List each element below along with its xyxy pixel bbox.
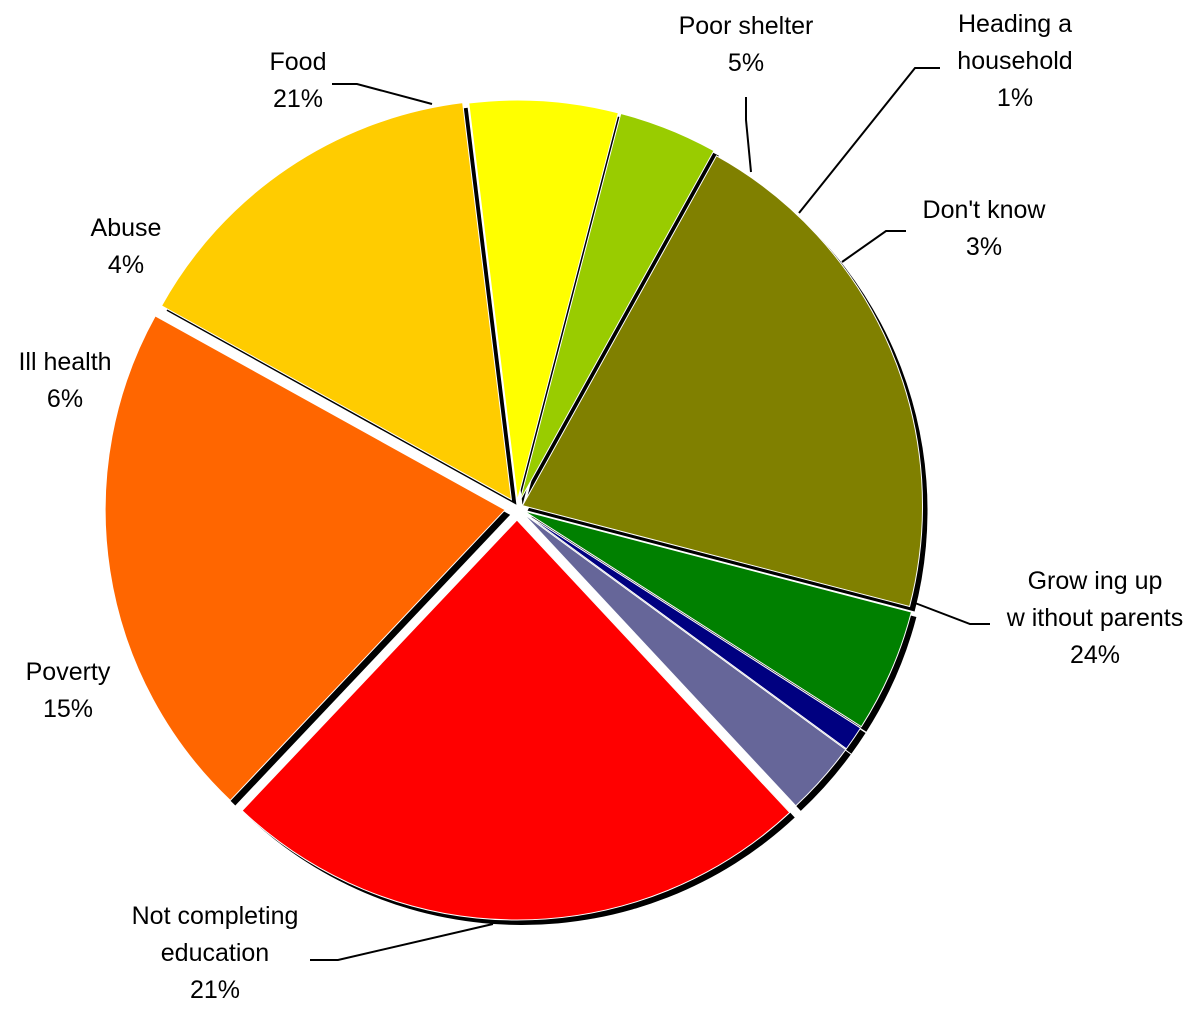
slice-value-label: 24%	[1070, 641, 1120, 669]
pie-slice-poverty	[160, 102, 513, 501]
slice-value-label: 6%	[47, 385, 83, 413]
slice-category-label: Don't know	[923, 196, 1047, 224]
slice-category-label: Heading a	[958, 10, 1072, 38]
leader-line	[914, 602, 990, 625]
pie-slice-don-t-know	[522, 512, 847, 807]
slice-value-label: 21%	[273, 85, 323, 113]
slice-labels: Food 21% Poor shelter 5% Heading a household 1…	[18, 10, 1183, 1004]
leader-line	[841, 230, 906, 263]
slice-category-label: Poor shelter	[679, 12, 814, 40]
pie-slice-heading-a-household	[523, 512, 862, 750]
slice-value-label: 5%	[728, 49, 764, 77]
pie-slice-poor-shelter	[524, 510, 913, 728]
slice-label: Abuse 4%	[91, 214, 162, 279]
pie-slice-ill-health	[468, 99, 619, 501]
slice-label: Food 21%	[270, 48, 327, 113]
slice-category-label: Poverty	[26, 658, 111, 686]
slice-value-label: 15%	[43, 695, 93, 723]
slice-label: Don't know 3%	[923, 196, 1047, 261]
slices	[104, 99, 924, 921]
leader-line	[332, 83, 433, 105]
pie-slice-food	[521, 155, 924, 608]
pie-slice-grow-ing-up-w-ithout-parents	[241, 519, 791, 921]
slice-category-label: Not completing	[132, 902, 299, 930]
pie-slice-abuse	[519, 112, 715, 501]
slice-category-label: Grow ing up	[1028, 567, 1163, 595]
slice-label: Not completing education 21%	[132, 902, 299, 1004]
leader-line	[310, 923, 494, 961]
slice-category-label: w ithout parents	[1006, 604, 1184, 632]
pie-slice-not-completing-education	[104, 315, 506, 802]
slice-category-label: Food	[270, 48, 327, 76]
slice-value-label: 4%	[108, 251, 144, 279]
slice-label: Poor shelter 5%	[679, 12, 814, 77]
slice-label: Poverty 15%	[26, 658, 111, 723]
slice-category-label: education	[161, 939, 269, 967]
slice-value-label: 1%	[997, 84, 1033, 112]
slice-category-label: household	[957, 47, 1072, 75]
leader-line	[745, 97, 752, 173]
slice-value-label: 21%	[190, 976, 240, 1004]
slice-value-label: 3%	[966, 233, 1002, 261]
leader-line	[798, 67, 940, 214]
slice-label: Grow ing up w ithout parents 24%	[1006, 567, 1184, 669]
slice-category-label: Abuse	[91, 214, 162, 242]
leader-lines	[310, 67, 990, 961]
slice-label: Ill health 6%	[18, 348, 111, 413]
slice-category-label: Ill health	[18, 348, 111, 376]
slice-label: Heading a household 1%	[957, 10, 1072, 112]
